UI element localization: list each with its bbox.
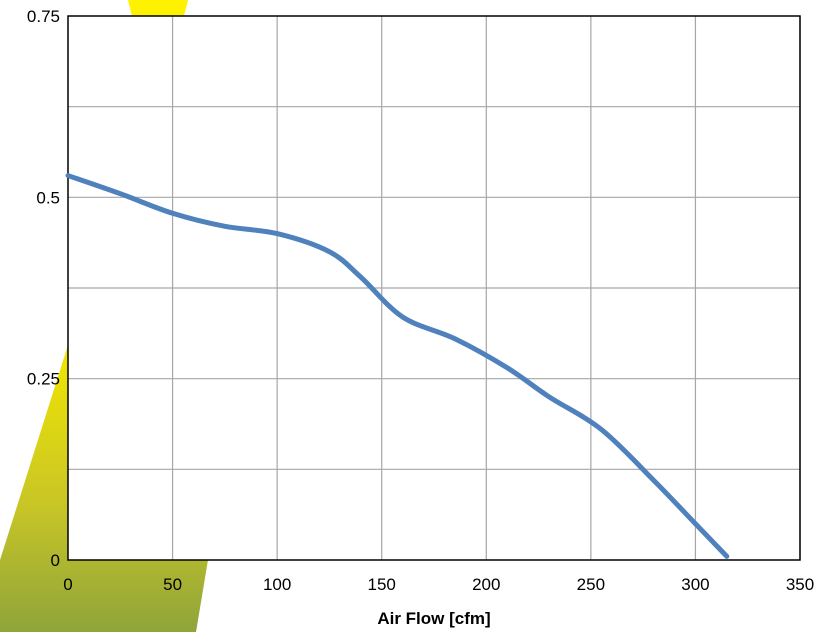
x-tick-label: 100: [263, 575, 291, 594]
x-tick-label: 150: [368, 575, 396, 594]
plot-frame: [67, 15, 801, 561]
x-tick-label: 350: [786, 575, 814, 594]
x-axis-ticks: 0 50 100 150 200 250 300 350: [63, 575, 814, 594]
x-tick-label: 300: [681, 575, 709, 594]
y-axis-ticks: 0 0.25 0.5 0.75: [27, 7, 60, 570]
y-tick-label: 0.25: [27, 370, 60, 389]
series-layer: [65, 173, 730, 559]
y-tick-label: 0.75: [27, 7, 60, 26]
y-tick-label: 0.5: [36, 188, 60, 207]
x-tick-label: 200: [472, 575, 500, 594]
x-axis-label: Air Flow [cfm]: [377, 609, 490, 628]
series-line-0: [65, 173, 730, 559]
x-tick-label: 50: [163, 575, 182, 594]
x-tick-label: 250: [577, 575, 605, 594]
axes: [67, 15, 801, 561]
decorative-yellow-shape-top: [128, 0, 188, 16]
y-tick-label: 0: [51, 551, 60, 570]
x-tick-label: 0: [63, 575, 72, 594]
